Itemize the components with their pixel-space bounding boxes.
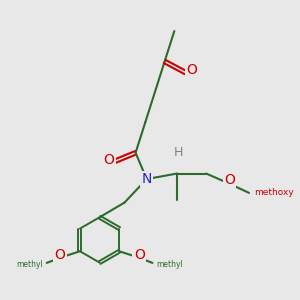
Text: methyl: methyl bbox=[17, 260, 44, 269]
Text: O: O bbox=[134, 248, 145, 262]
Text: methoxy: methoxy bbox=[254, 188, 294, 197]
Text: methyl: methyl bbox=[156, 260, 182, 269]
Text: H: H bbox=[174, 146, 183, 159]
Text: O: O bbox=[224, 173, 235, 187]
Text: O: O bbox=[103, 153, 114, 167]
Text: O: O bbox=[186, 63, 197, 77]
Text: O: O bbox=[55, 248, 65, 262]
Text: N: N bbox=[142, 172, 152, 186]
